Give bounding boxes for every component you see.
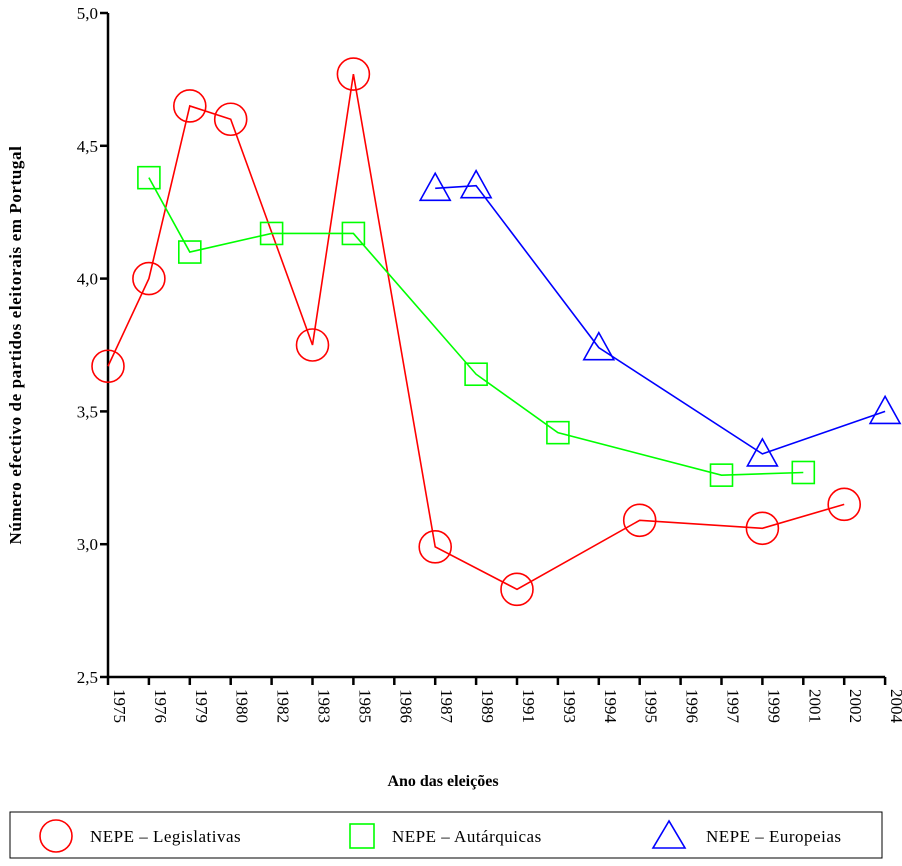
data-point-legislativas	[173, 89, 207, 123]
x-tick-label: 1996	[683, 689, 702, 723]
x-tick-label: 1999	[764, 689, 783, 723]
data-point-europeias	[868, 394, 902, 425]
x-tick-label: 1995	[642, 689, 661, 723]
data-point-autarquicas	[178, 240, 202, 264]
data-point-legislativas	[91, 349, 125, 384]
x-tick-label: 1989	[478, 689, 497, 723]
data-point-autarquicas	[137, 165, 161, 190]
data-point-autarquicas	[464, 362, 488, 387]
series-group	[91, 57, 902, 607]
data-point-europeias	[746, 437, 779, 467]
legend-label: NEPE – Legislativas	[90, 827, 241, 846]
series-legislativas	[91, 57, 862, 607]
axes	[106, 13, 886, 679]
data-point-legislativas	[336, 57, 371, 91]
legend-marker-circle	[39, 819, 73, 853]
series-line-autarquicas	[148, 177, 804, 476]
data-point-legislativas	[500, 572, 534, 607]
x-tick-label: 1979	[192, 689, 211, 723]
y-axis-label: Número efectivo de partidos eleitorais e…	[6, 146, 25, 545]
series-autarquicas	[137, 165, 816, 487]
x-tick-label: 1976	[151, 689, 170, 723]
data-point-europeias	[459, 168, 493, 199]
x-tick-label: 1985	[355, 689, 374, 723]
data-point-legislativas	[827, 487, 862, 522]
data-point-legislativas	[132, 261, 166, 296]
series-line-legislativas	[107, 73, 845, 591]
legend-item-autarquicas: NEPE – Autárquicas	[349, 823, 542, 849]
x-tick-label: 2002	[846, 689, 865, 723]
x-tick-label: 1991	[519, 689, 538, 723]
x-tick-label: 1986	[396, 689, 415, 723]
x-tick-label: 1975	[110, 689, 129, 723]
data-point-legislativas	[622, 503, 657, 538]
data-point-autarquicas	[341, 221, 366, 246]
data-point-legislativas	[418, 530, 453, 564]
series-europeias	[418, 168, 902, 467]
data-point-autarquicas	[259, 221, 284, 246]
data-point-europeias	[582, 331, 616, 361]
x-tick-label: 1994	[601, 689, 620, 724]
x-tick-label: 1987	[437, 689, 456, 724]
legend-item-legislativas: NEPE – Legislativas	[39, 819, 241, 853]
y-tick-label: 3,5	[77, 402, 98, 421]
x-ticks: 1975 1976 1979 1980 1982 1983 1985 1986 1987 1989…	[106, 677, 902, 724]
x-axis-label: Ano das eleições	[387, 773, 498, 790]
data-point-autarquicas	[709, 463, 734, 487]
data-point-autarquicas	[546, 420, 570, 445]
y-tick-label: 5,0	[77, 4, 98, 23]
x-tick-label: 2004	[887, 689, 902, 724]
legend: NEPE – Legislativas NEPE – Autárquicas NEP…	[9, 811, 883, 859]
legend-box	[9, 811, 883, 859]
legend-marker-triangle	[651, 819, 687, 849]
x-tick-label: 1993	[560, 689, 579, 723]
data-point-autarquicas	[791, 460, 816, 485]
y-ticks: 2,5 3,0 3,5 4,0 4,5 5,0	[77, 4, 108, 687]
y-tick-label: 4,0	[77, 270, 98, 289]
y-tick-label: 3,0	[77, 535, 98, 554]
legend-label: NEPE – Europeias	[706, 827, 841, 846]
data-point-legislativas	[745, 511, 780, 546]
y-tick-label: 4,5	[77, 137, 98, 156]
x-tick-label: 1997	[724, 689, 743, 724]
x-tick-label: 2001	[805, 689, 824, 723]
x-tick-label: 1983	[315, 689, 334, 723]
legend-marker-square	[349, 823, 375, 849]
data-point-legislativas	[213, 102, 248, 137]
legend-item-europeias: NEPE – Europeias	[651, 819, 841, 849]
data-point-europeias	[418, 171, 452, 202]
series-line-europeias	[435, 184, 886, 455]
x-tick-label: 1982	[274, 689, 293, 723]
legend-label: NEPE – Autárquicas	[392, 827, 542, 846]
data-point-legislativas	[295, 328, 330, 362]
y-tick-label: 2,5	[77, 668, 98, 687]
x-tick-label: 1980	[233, 689, 252, 723]
